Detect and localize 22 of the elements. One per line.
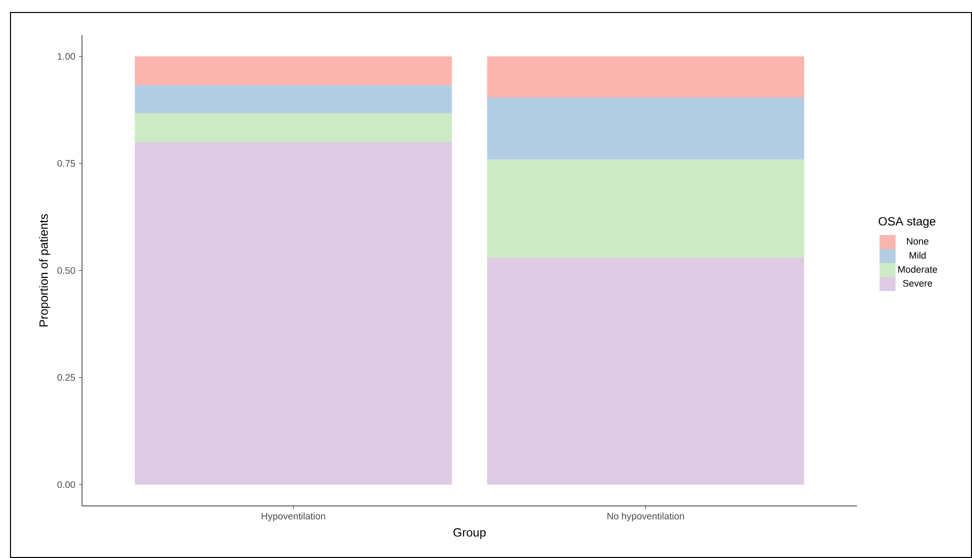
x-tick-label: Hypoventilation (262, 512, 326, 522)
y-tick-label: 0.25 (57, 374, 76, 381)
y-tick-label: 0.75 (57, 160, 76, 167)
bar (134, 142, 452, 485)
bar (487, 98, 804, 160)
bar (134, 56, 452, 86)
y-tick-label: 0.50 (57, 267, 76, 274)
y-tick-label: 0.00 (57, 481, 76, 488)
x-axis-title: Group (453, 528, 486, 539)
bar (134, 85, 452, 114)
legend-title: OSA stage (878, 217, 936, 228)
legend-label: Moderate (898, 266, 938, 273)
legend-label: None (907, 238, 928, 245)
legend-label: Severe (902, 280, 932, 287)
bar (487, 160, 804, 258)
bar (134, 113, 452, 142)
bar (487, 258, 804, 485)
legend-label: Mild (910, 252, 926, 259)
x-tick-label: No hypoventilation (607, 512, 684, 522)
y-axis-title: Proportion of patients (39, 214, 50, 326)
y-tick-label: 1.00 (58, 53, 76, 60)
bar (487, 56, 804, 98)
